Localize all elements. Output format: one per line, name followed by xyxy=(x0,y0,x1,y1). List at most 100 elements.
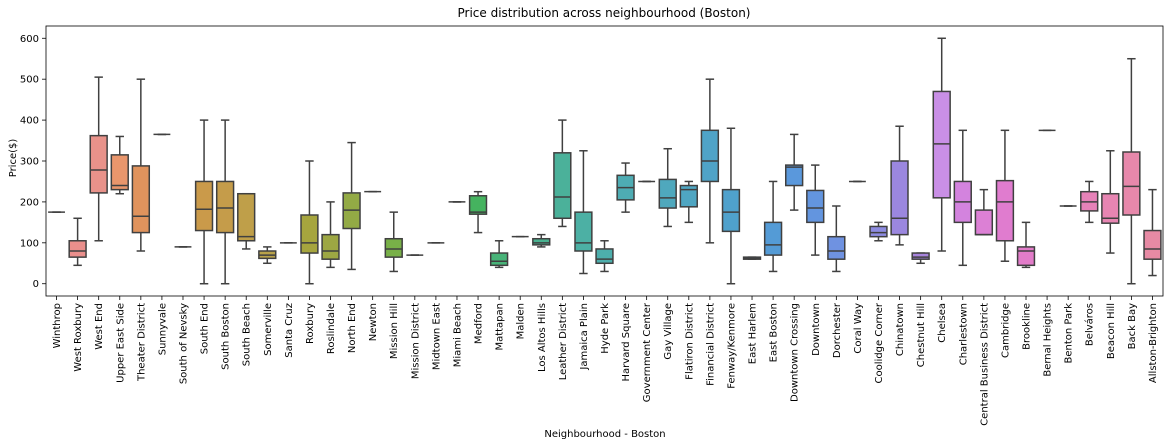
box-group xyxy=(890,125,909,246)
box-iqr xyxy=(911,252,930,260)
box-group xyxy=(194,119,214,285)
x-axis-label: Neighbourhood - Boston xyxy=(544,429,665,440)
x-tick-label: Government Center xyxy=(642,302,653,402)
x-tick-label: South of Nevsky xyxy=(178,303,189,384)
x-tick-label: Harvard Square xyxy=(621,303,632,381)
box-group xyxy=(679,180,698,224)
x-tick-label: Chelsea xyxy=(937,303,948,343)
box-group xyxy=(215,119,235,285)
box-iqr xyxy=(679,184,698,208)
x-tick-label: Roslindale xyxy=(326,303,337,354)
box-group xyxy=(321,201,340,269)
box-iqr xyxy=(68,240,87,258)
x-tick-label: Gay Village xyxy=(663,303,674,360)
box-iqr xyxy=(995,179,1015,242)
x-tick-label: Mission Hill xyxy=(389,303,400,359)
box-iqr xyxy=(532,237,551,246)
x-tick-label: Charlestown xyxy=(958,303,969,365)
box-group xyxy=(110,135,129,195)
y-tick-label: 200 xyxy=(20,197,39,208)
box-group xyxy=(342,141,361,271)
y-tick-label: 500 xyxy=(20,75,39,86)
x-tick-label: Roxbury xyxy=(305,303,316,344)
x-tick-label: Somerville xyxy=(263,303,274,356)
x-tick-label: South Boston xyxy=(221,303,232,370)
box-group xyxy=(1122,57,1141,285)
x-tick-label: Benton Park xyxy=(1064,303,1075,364)
x-tick-label: Coolidge Corner xyxy=(874,302,885,383)
box-group xyxy=(974,188,994,236)
box-iqr xyxy=(1016,246,1036,267)
box-group xyxy=(532,233,551,248)
box-group xyxy=(468,190,488,234)
box-group xyxy=(911,252,930,265)
x-tick-label: Chestnut Hill xyxy=(916,303,927,367)
x-tick-label: Allston-Brighton xyxy=(1148,303,1159,383)
box-group xyxy=(384,211,403,273)
x-tick-label: Medford xyxy=(474,303,485,344)
box-iqr xyxy=(384,237,403,258)
x-tick-label: Mission District xyxy=(410,303,421,379)
box-iqr xyxy=(300,214,319,254)
box-group xyxy=(300,160,319,285)
box-group xyxy=(658,147,677,228)
box-iqr xyxy=(658,178,677,209)
x-tick-label: Bernal Heights xyxy=(1043,303,1054,377)
box-iqr xyxy=(89,134,108,194)
box-iqr xyxy=(1122,151,1141,216)
box-iqr xyxy=(974,209,994,236)
box-group xyxy=(258,246,277,265)
box-iqr xyxy=(215,180,235,234)
x-tick-label: Brookline xyxy=(1022,303,1033,350)
x-tick-label: Fenway/Kenmore xyxy=(726,303,737,389)
y-axis: 0 100 200 300 400 500 600 xyxy=(20,34,46,290)
box-group xyxy=(721,127,741,285)
box-iqr xyxy=(700,129,720,183)
plot-frame xyxy=(45,25,1164,297)
x-tick-label: Central Business District xyxy=(979,303,990,426)
box-iqr xyxy=(806,189,825,224)
box-group xyxy=(784,133,804,211)
x-axis: Winthrop West Roxbury West End Upper East S… xyxy=(52,296,1159,426)
box-group xyxy=(1080,180,1099,224)
x-tick-label: Flatiron District xyxy=(684,303,695,380)
x-tick-label: Leather District xyxy=(558,303,569,380)
box-group xyxy=(68,217,87,267)
x-tick-label: South Beach xyxy=(242,303,253,366)
x-tick-label: East Harlem xyxy=(748,303,759,364)
x-tick-label: Downtown xyxy=(811,303,822,356)
x-tick-label: Dorchester xyxy=(832,302,843,358)
box-group xyxy=(742,256,762,260)
box-iqr xyxy=(784,164,804,187)
box-group xyxy=(827,205,846,273)
box-iqr xyxy=(932,90,951,199)
x-tick-label: East Boston xyxy=(769,303,780,362)
box-group xyxy=(616,162,635,213)
box-iqr xyxy=(131,165,151,234)
x-tick-label: Downtown Crossing xyxy=(790,303,801,402)
box-group xyxy=(89,76,108,242)
chart-title: Price distribution across neighbourhood … xyxy=(458,6,751,20)
box-group xyxy=(995,129,1015,262)
box-group xyxy=(595,240,614,273)
x-tick-label: Mattapan xyxy=(495,303,506,351)
x-tick-label: Malden xyxy=(516,303,527,339)
box-iqr xyxy=(721,188,741,233)
x-tick-label: Belváros xyxy=(1084,303,1096,346)
x-tick-label: Miami Beach xyxy=(452,303,463,367)
x-tick-label: Financial District xyxy=(705,303,716,386)
box-group xyxy=(763,180,783,273)
y-tick-label: 100 xyxy=(20,238,39,249)
box-iqr xyxy=(890,160,909,236)
box-iqr xyxy=(869,225,888,238)
x-tick-label: Newton xyxy=(368,303,379,341)
box-group xyxy=(932,37,951,252)
box-iqr xyxy=(827,235,846,260)
box-iqr xyxy=(468,195,488,215)
box-group xyxy=(553,119,572,228)
x-tick-label: Upper East Side xyxy=(115,303,126,383)
box-iqr xyxy=(1143,229,1162,260)
y-axis-label: Price($) xyxy=(8,139,19,178)
